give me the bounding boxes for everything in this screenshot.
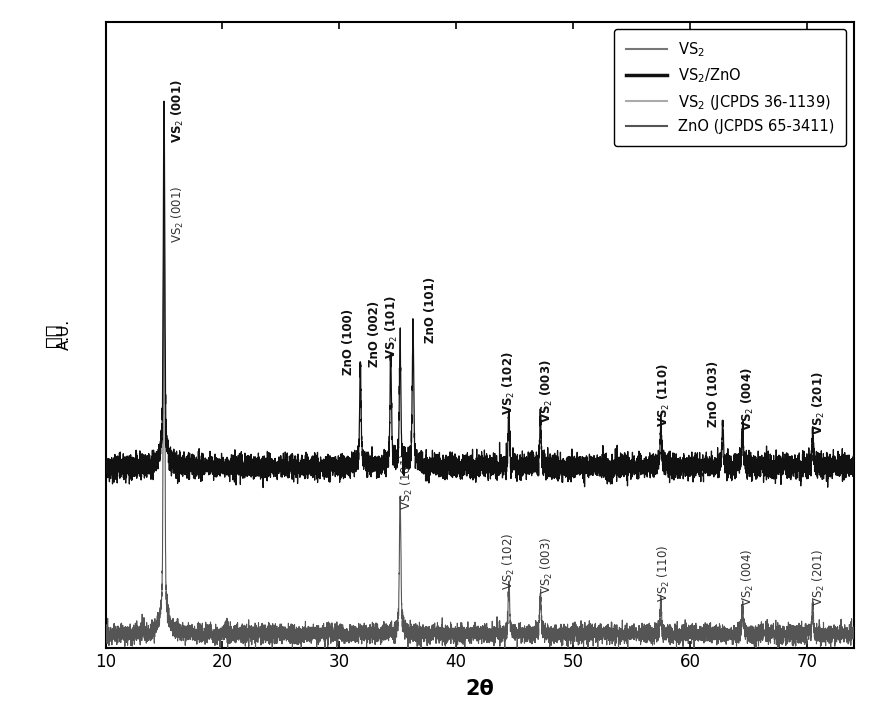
Text: VS$_2$ (004): VS$_2$ (004) — [740, 549, 757, 606]
Text: ZnO (002): ZnO (002) — [368, 300, 381, 366]
Text: VS$_2$ (003): VS$_2$ (003) — [539, 359, 555, 423]
Text: VS$_2$ (201): VS$_2$ (201) — [810, 371, 826, 435]
Text: VS$_2$ (201): VS$_2$ (201) — [810, 549, 826, 606]
Text: 强度: 强度 — [44, 323, 62, 346]
Text: ZnO (100): ZnO (100) — [342, 309, 356, 374]
Text: VS$_2$ (003): VS$_2$ (003) — [539, 536, 555, 594]
X-axis label: 2θ: 2θ — [466, 679, 494, 699]
Legend: VS$_2$, VS$_2$/ZnO, VS$_2$ (JCPDS 36-1139), ZnO (JCPDS 65-3411): VS$_2$, VS$_2$/ZnO, VS$_2$ (JCPDS 36-113… — [614, 29, 847, 145]
Text: VS$_2$ (110): VS$_2$ (110) — [656, 363, 672, 426]
Text: ZnO (101): ZnO (101) — [424, 276, 437, 343]
Text: VS$_2$ (101): VS$_2$ (101) — [384, 295, 400, 359]
Text: VS$_2$ (004): VS$_2$ (004) — [740, 367, 757, 431]
Text: VS$_2$ (001): VS$_2$ (001) — [170, 80, 186, 143]
Text: ZnO (103): ZnO (103) — [707, 361, 720, 426]
Text: VS$_2$ (101): VS$_2$ (101) — [400, 453, 415, 510]
Text: VS$_2$ (110): VS$_2$ (110) — [656, 544, 672, 602]
Text: A.U.: A.U. — [57, 319, 72, 351]
Text: VS$_2$ (102): VS$_2$ (102) — [501, 351, 517, 415]
Text: VS$_2$ (001): VS$_2$ (001) — [170, 186, 186, 243]
Text: VS$_2$ (102): VS$_2$ (102) — [501, 533, 517, 590]
